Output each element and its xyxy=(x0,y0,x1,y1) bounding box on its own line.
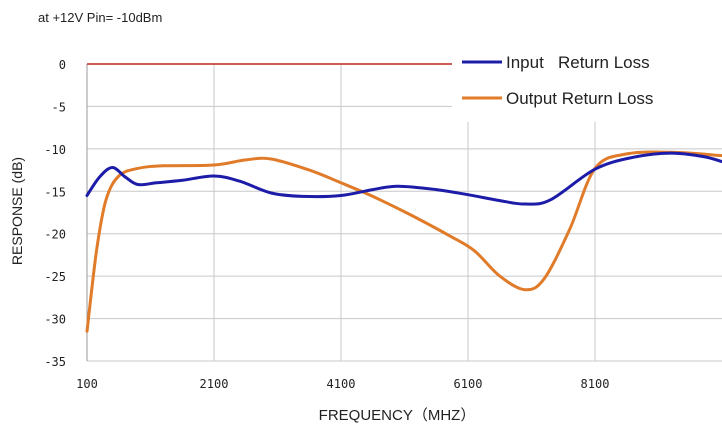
y-tick-label: 0 xyxy=(59,58,66,72)
legend: Input Return Loss Output Return Loss xyxy=(452,42,722,122)
tick-label-layer: 0 -5 -10 -15 -20 -25 -30 -35 100 2100 4100 6100 8100 xyxy=(44,58,609,391)
chart-subtitle: at +12V Pin= -10dBm xyxy=(38,10,162,25)
series-layer xyxy=(85,150,722,333)
x-tick-label: 6100 xyxy=(454,377,483,391)
y-axis-label: RESPONSE (dB) xyxy=(9,157,25,265)
x-axis-label: FREQUENCY（MHZ） xyxy=(319,407,476,424)
x-tick-label: 8100 xyxy=(581,377,610,391)
x-tick-label: 100 xyxy=(76,377,98,391)
y-tick-label: -10 xyxy=(44,143,66,157)
legend-output-label: Output Return Loss xyxy=(506,89,653,108)
x-tick-label: 4100 xyxy=(327,377,356,391)
y-tick-label: -25 xyxy=(44,270,66,284)
y-tick-label: -5 xyxy=(52,100,66,114)
y-tick-label: -30 xyxy=(44,313,66,327)
input-return-loss-line xyxy=(85,151,722,206)
legend-input-label: Input Return Loss xyxy=(506,53,650,72)
y-tick-label: -15 xyxy=(44,185,66,199)
y-tick-label: -20 xyxy=(44,228,66,242)
legend-background xyxy=(452,42,722,122)
y-tick-label: -35 xyxy=(44,355,66,369)
x-tick-label: 2100 xyxy=(200,377,229,391)
output-return-loss-line xyxy=(85,150,722,333)
